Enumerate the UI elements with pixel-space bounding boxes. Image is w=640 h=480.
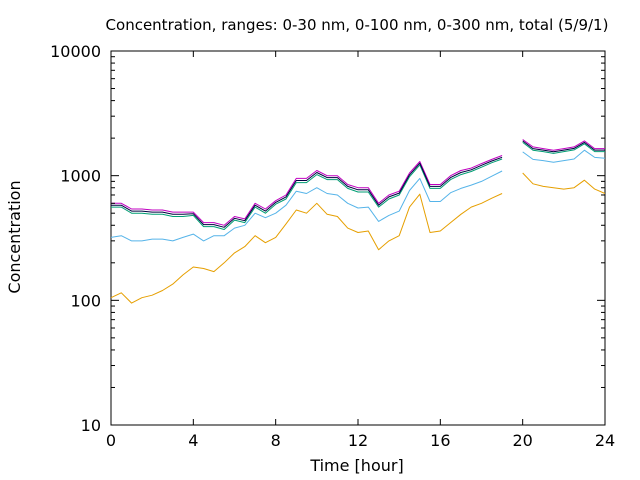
x-tick-label: 4: [188, 431, 198, 450]
series-line-5: [110, 172, 606, 304]
series-line-2: [111, 142, 605, 230]
x-tick-label: 20: [512, 431, 532, 450]
series-line-3: [111, 140, 605, 228]
y-tick-label: 1000: [60, 167, 101, 186]
y-tick-label: 100: [70, 291, 101, 310]
series-line-4: [110, 149, 606, 242]
x-tick-label: 24: [595, 431, 615, 450]
axes-layer: 0 4 8 12 16 20 24 10 100 1000 10000: [50, 42, 615, 450]
plot-frame: [110, 50, 606, 426]
chart-title: Concentration, ranges: 0-30 nm, 0-100 nm…: [106, 16, 609, 34]
x-tick-label: 0: [106, 431, 116, 450]
x-tick-label: 16: [430, 431, 450, 450]
y-tick-label: 10: [81, 416, 101, 435]
series-line-1: [111, 139, 605, 226]
series-layer: [110, 139, 606, 304]
y-tick-label: 10000: [50, 42, 101, 61]
y-axis-title: Concentration: [5, 180, 24, 293]
x-tick-label: 8: [271, 431, 281, 450]
x-tick-label: 12: [348, 431, 368, 450]
x-axis-title: Time [hour]: [309, 456, 403, 475]
